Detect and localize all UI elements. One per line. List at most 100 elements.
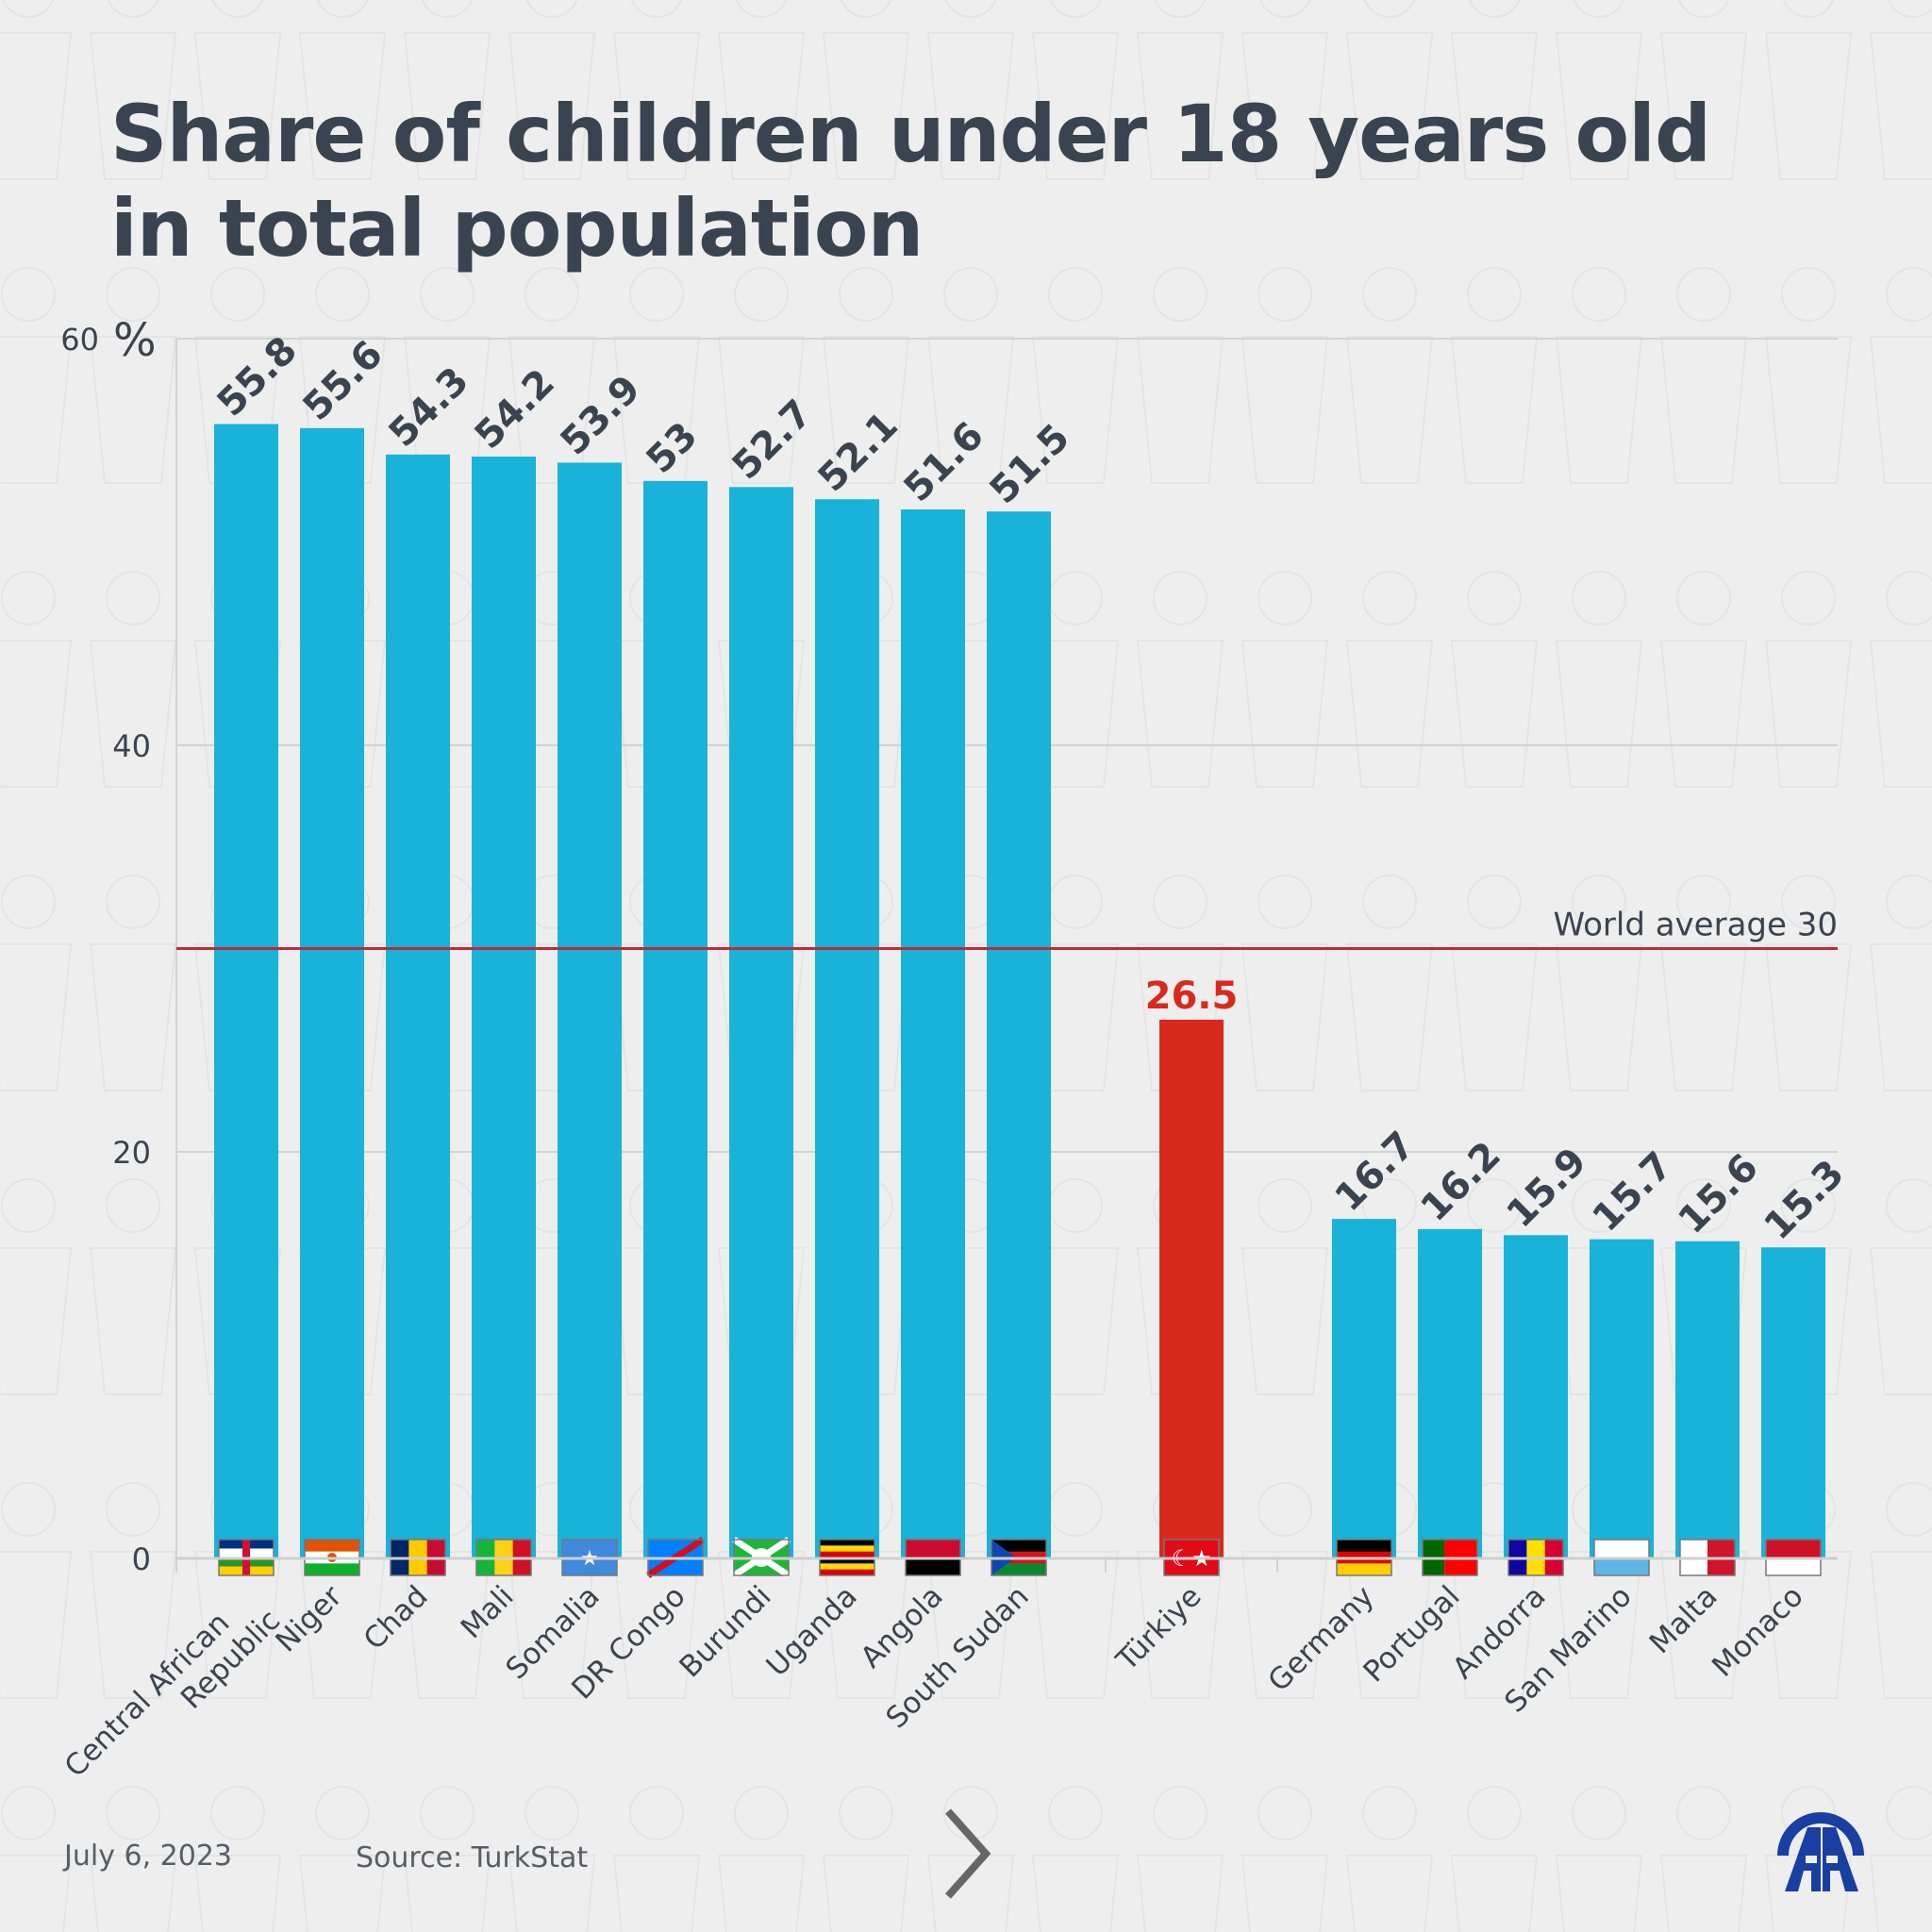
person-body-icon bbox=[0, 1551, 73, 1699]
person-body-icon bbox=[0, 943, 73, 1091]
person-head-icon bbox=[420, 1786, 475, 1840]
person-body-icon bbox=[1241, 640, 1329, 788]
x-tick-label: Mali bbox=[455, 1579, 521, 1645]
data-label: 52.7 bbox=[724, 391, 821, 488]
person-body-icon bbox=[1031, 32, 1120, 180]
person-body-icon bbox=[1241, 1855, 1329, 1932]
flag-icon bbox=[905, 1539, 961, 1576]
person-head-icon bbox=[734, 1786, 789, 1840]
flag-icon bbox=[1336, 1539, 1392, 1576]
person-head-icon bbox=[421, 0, 474, 18]
flag-stripe bbox=[1337, 1540, 1391, 1553]
person-body-icon bbox=[403, 1855, 491, 1932]
person-body-icon bbox=[1659, 32, 1748, 180]
person-head-icon bbox=[839, 1786, 893, 1840]
flag-stripe bbox=[991, 1540, 1046, 1553]
person-body-icon bbox=[1345, 943, 1434, 1091]
person-head-icon bbox=[1362, 1786, 1417, 1840]
bar bbox=[1418, 1228, 1482, 1558]
person-head-icon bbox=[1572, 1786, 1626, 1840]
person-body-icon bbox=[1555, 32, 1643, 180]
bar bbox=[1504, 1235, 1568, 1558]
flag-stripe bbox=[820, 1557, 874, 1564]
person-head-icon bbox=[1781, 267, 1836, 322]
chevron-right-icon[interactable] bbox=[939, 1807, 995, 1901]
person-body-icon bbox=[0, 336, 73, 484]
person-head-icon bbox=[1781, 874, 1836, 929]
y-unit-label: % bbox=[113, 314, 157, 367]
x-tick-label: Chad bbox=[358, 1579, 435, 1657]
x-tick-label: Portugal bbox=[1357, 1579, 1466, 1689]
title-line-1: Share of children under 18 years old bbox=[110, 88, 1711, 180]
person-head-icon bbox=[1048, 267, 1103, 322]
x-tick-label: Malta bbox=[1643, 1579, 1724, 1660]
person-head-icon bbox=[1467, 874, 1522, 929]
person-body-icon bbox=[1031, 336, 1120, 484]
person-head-icon bbox=[210, 267, 265, 322]
x-tick-label: Niger bbox=[269, 1579, 349, 1659]
person-head-icon bbox=[943, 267, 998, 322]
bar bbox=[987, 511, 1051, 1558]
person-head-icon bbox=[1886, 267, 1932, 322]
person-body-icon bbox=[822, 1855, 910, 1932]
person-head-icon bbox=[1782, 0, 1835, 18]
person-head-icon bbox=[629, 1786, 684, 1840]
y-tick-label: 20 bbox=[112, 1135, 151, 1171]
bar bbox=[901, 509, 965, 1558]
bar bbox=[558, 462, 622, 1559]
person-head-icon bbox=[106, 267, 160, 322]
data-label: 15.3 bbox=[1757, 1152, 1853, 1248]
person-head-icon bbox=[1781, 1178, 1836, 1233]
person-body-icon bbox=[926, 1551, 1015, 1699]
data-label: 54.2 bbox=[467, 361, 563, 458]
person-head-icon bbox=[1572, 1178, 1626, 1233]
person-head-icon bbox=[1, 1178, 56, 1233]
flag-stripe bbox=[820, 1551, 874, 1558]
bar bbox=[386, 454, 450, 1559]
person-head-icon bbox=[315, 1786, 370, 1840]
bar bbox=[1590, 1239, 1654, 1558]
x-tick-label: Burundi bbox=[673, 1579, 777, 1684]
person-body-icon bbox=[1555, 943, 1643, 1091]
y-tick-label: 60 bbox=[60, 322, 99, 358]
person-head-icon bbox=[1887, 0, 1932, 18]
person-head-icon bbox=[1572, 874, 1626, 929]
flag-stripe bbox=[820, 1540, 874, 1546]
person-body-icon bbox=[0, 32, 73, 180]
person-body-icon bbox=[89, 1247, 177, 1395]
person-head-icon bbox=[1257, 1178, 1312, 1233]
person-head-icon bbox=[1572, 571, 1626, 625]
person-head-icon bbox=[315, 267, 370, 322]
person-head-icon bbox=[1, 1786, 56, 1840]
x-tick-label: Uganda bbox=[760, 1579, 864, 1683]
data-label: 16.2 bbox=[1413, 1134, 1509, 1230]
person-head-icon bbox=[1573, 0, 1625, 18]
person-head-icon bbox=[1886, 1786, 1932, 1840]
person-body-icon bbox=[1869, 336, 1932, 484]
person-body-icon bbox=[1241, 1551, 1329, 1699]
person-body-icon bbox=[508, 1855, 596, 1932]
person-head-icon bbox=[1, 874, 56, 929]
x-tick-label: Türkiye bbox=[1109, 1579, 1208, 1678]
chart-title: Share of children under 18 years old in … bbox=[110, 87, 1711, 275]
data-label: 26.5 bbox=[1145, 974, 1239, 1018]
person-head-icon bbox=[1467, 571, 1522, 625]
person-body-icon bbox=[1345, 640, 1434, 788]
person-body-icon bbox=[0, 1855, 73, 1932]
person-head-icon bbox=[1048, 1786, 1103, 1840]
flag-stripe bbox=[991, 1563, 1046, 1576]
person-body-icon bbox=[717, 1855, 806, 1932]
flag-stripe bbox=[820, 1563, 874, 1571]
person-body-icon bbox=[1031, 1855, 1120, 1932]
person-head-icon bbox=[1, 1482, 56, 1537]
person-body-icon bbox=[1345, 1551, 1434, 1699]
person-head-icon bbox=[1362, 571, 1417, 625]
person-head-icon bbox=[1467, 267, 1522, 322]
person-head-icon bbox=[1886, 874, 1932, 929]
flag-stripe bbox=[305, 1540, 359, 1553]
person-body-icon bbox=[1764, 32, 1853, 180]
person-head-icon bbox=[1153, 1786, 1208, 1840]
flag-stripe bbox=[1337, 1563, 1391, 1576]
data-label: 15.6 bbox=[1671, 1146, 1767, 1242]
